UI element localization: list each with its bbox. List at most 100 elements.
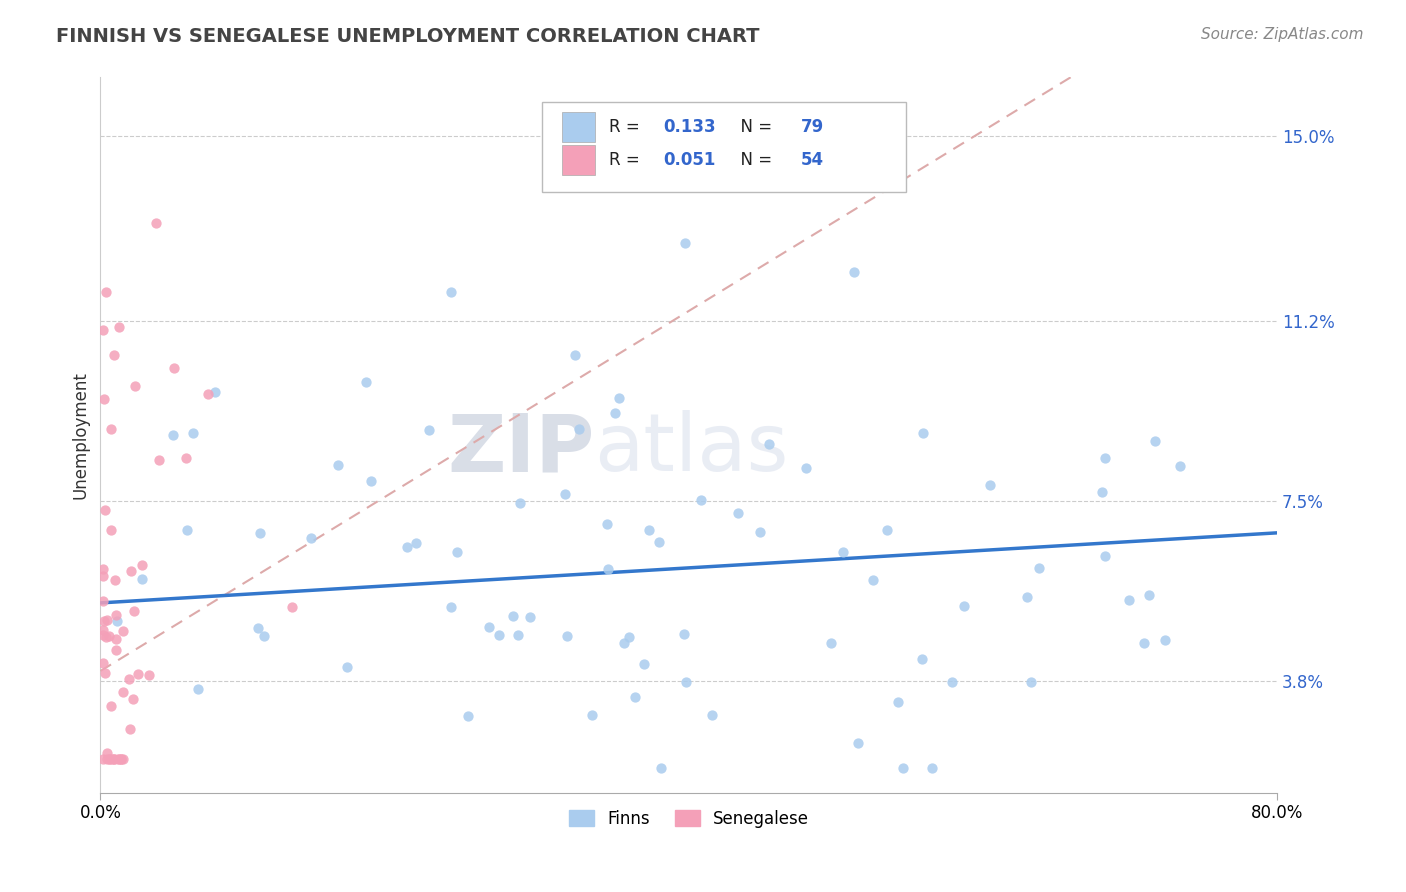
FancyBboxPatch shape (541, 103, 907, 192)
Point (97, 629, 120, 643)
Point (280, 599, 302, 614)
Point (107, 751, 129, 765)
Point (253, 629, 276, 643)
Point (596, 562, 619, 576)
Point (633, 657, 655, 672)
Point (911, 652, 934, 666)
Point (673, 627, 696, 641)
Point (488, 627, 510, 641)
Point (100, 523, 122, 537)
Text: 0.133: 0.133 (662, 118, 716, 136)
Point (1017, 591, 1039, 605)
Point (103, 751, 125, 765)
Text: FINNISH VS SENEGALESE UNEMPLOYMENT CORRELATION CHART: FINNISH VS SENEGALESE UNEMPLOYMENT CORRE… (56, 27, 759, 45)
Point (183, 426, 205, 441)
Point (94, 666, 117, 681)
Point (121, 692, 143, 706)
Text: Source: ZipAtlas.com: Source: ZipAtlas.com (1201, 27, 1364, 42)
Point (650, 761, 672, 775)
Point (418, 423, 440, 437)
Point (91, 569, 114, 583)
Point (124, 379, 146, 393)
Point (138, 668, 160, 682)
Point (700, 708, 723, 723)
Point (509, 496, 531, 510)
Point (820, 636, 842, 650)
Point (197, 387, 219, 401)
Point (673, 235, 696, 250)
Point (94, 285, 117, 299)
Point (891, 761, 914, 775)
Point (1137, 588, 1160, 602)
Point (131, 572, 153, 586)
Point (107, 320, 129, 334)
Point (148, 452, 170, 467)
Point (581, 708, 603, 723)
Point (1133, 636, 1156, 650)
Point (108, 751, 131, 765)
Point (794, 461, 817, 475)
Point (336, 660, 359, 674)
Point (96, 751, 118, 765)
Text: 54: 54 (800, 152, 824, 169)
Point (96, 746, 118, 760)
Point (1094, 549, 1116, 563)
Point (118, 672, 141, 686)
Point (911, 425, 934, 440)
Point (554, 487, 576, 501)
Point (941, 675, 963, 690)
Point (96, 613, 118, 627)
Point (953, 599, 976, 614)
Text: 0.051: 0.051 (662, 152, 716, 169)
Point (648, 535, 671, 549)
Point (638, 523, 661, 537)
Point (675, 674, 697, 689)
Point (105, 614, 128, 628)
Text: atlas: atlas (595, 410, 789, 488)
Point (440, 599, 463, 614)
Point (104, 643, 127, 657)
Point (832, 545, 855, 559)
Point (1118, 593, 1140, 607)
Point (301, 531, 323, 545)
Point (98, 751, 121, 765)
Y-axis label: Unemployment: Unemployment (72, 371, 89, 499)
Point (100, 422, 122, 436)
Point (440, 285, 463, 299)
Text: 79: 79 (800, 118, 824, 136)
Point (204, 384, 226, 399)
Point (862, 573, 884, 587)
Point (405, 536, 427, 550)
Point (887, 695, 910, 709)
Point (98, 751, 121, 765)
Point (844, 265, 866, 279)
Point (555, 629, 578, 643)
Point (100, 699, 122, 714)
Text: R =: R = (609, 118, 645, 136)
Point (93, 614, 115, 628)
Text: ZIP: ZIP (447, 410, 595, 488)
Point (112, 751, 135, 765)
Point (1094, 450, 1116, 465)
Point (91, 751, 114, 765)
Point (1028, 561, 1050, 575)
Point (1154, 632, 1177, 647)
Point (162, 427, 184, 442)
Point (93, 392, 115, 407)
Point (568, 422, 591, 436)
Point (103, 751, 125, 765)
Point (508, 628, 530, 642)
Point (848, 736, 870, 750)
Point (174, 450, 197, 465)
Point (607, 391, 630, 405)
Point (91, 624, 114, 638)
Point (103, 348, 125, 362)
Point (122, 604, 145, 618)
Point (91, 656, 114, 670)
Point (93, 502, 115, 516)
Point (457, 709, 479, 723)
Point (876, 524, 898, 538)
FancyBboxPatch shape (561, 145, 595, 176)
Point (101, 751, 124, 765)
Point (690, 493, 713, 508)
